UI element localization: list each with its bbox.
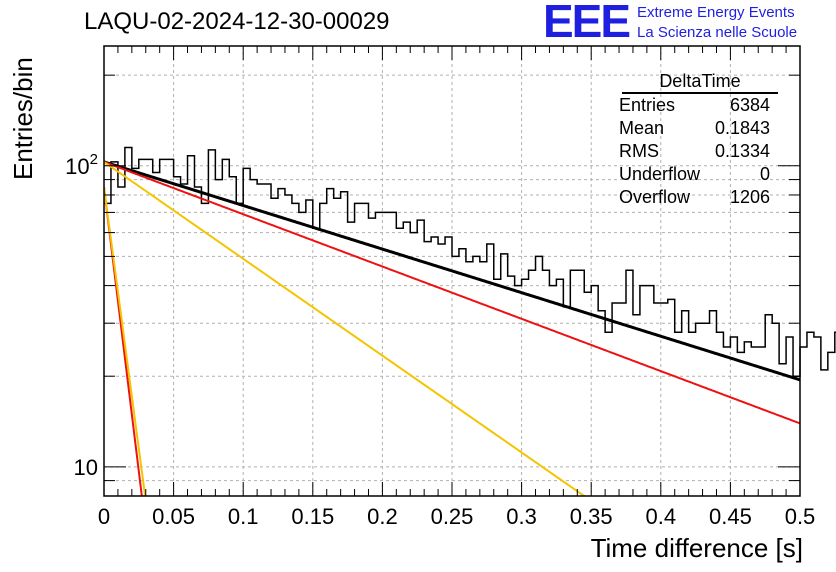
x-tick-label: 0.5 — [785, 504, 816, 529]
stats-value: 1206 — [729, 187, 770, 207]
fit-curve — [104, 161, 586, 496]
stats-value: 0 — [759, 164, 770, 184]
stats-title: DeltaTime — [622, 70, 778, 94]
stats-label: RMS — [619, 141, 659, 161]
fit-curves — [104, 160, 800, 496]
histogram-outline — [104, 146, 836, 377]
x-tick-label: 0.3 — [506, 504, 537, 529]
fit-curve — [104, 160, 800, 425]
x-tick-label: 0 — [98, 504, 110, 529]
x-tick-label: 0.1 — [228, 504, 259, 529]
plot-title: LAQU-02-2024-12-30-00029 — [84, 8, 390, 35]
x-tick-label: 0.35 — [570, 504, 613, 529]
stats-value: 0.1843 — [714, 118, 770, 138]
y-axis-label: Entries/bin — [8, 57, 38, 180]
fit-curve — [104, 186, 147, 496]
axis-ticks — [103, 46, 801, 497]
x-tick-label: 0.05 — [152, 504, 195, 529]
x-tick-label: 0.45 — [709, 504, 752, 529]
y-tick-label: 102 — [65, 151, 98, 179]
x-tick-label: 0.25 — [431, 504, 474, 529]
stats-row-rms: RMS 0.1334 — [610, 140, 778, 163]
x-tick-label: 0.4 — [646, 504, 677, 529]
stats-label: Overflow — [619, 187, 691, 207]
stats-label: Underflow — [619, 164, 701, 184]
x-tick-label: 0.2 — [367, 504, 398, 529]
eee-logo: EEE — [543, 0, 631, 47]
logo-line-2: La Scienza nelle Scuole — [637, 24, 798, 41]
logo-line-1: Extreme Energy Events — [637, 4, 795, 21]
stats-label: Entries — [619, 95, 676, 115]
stats-row-underflow: Underflow 0 — [610, 163, 778, 186]
stats-value: 6384 — [729, 95, 770, 115]
x-axis-label: Time difference [s] — [590, 533, 803, 563]
stats-row-overflow: Overflow 1206 — [610, 186, 778, 209]
histogram — [104, 146, 836, 377]
stats-value: 0.1334 — [714, 141, 770, 161]
stats-box: DeltaTime Entries 6384 Mean 0.1843 RMS 0… — [610, 70, 778, 209]
stats-row-mean: Mean 0.1843 — [610, 117, 778, 140]
y-tick-label: 10 — [74, 455, 98, 480]
stats-label: Mean — [619, 118, 665, 138]
tick-labels: 0 0.05 0.1 0.15 0.2 0.25 0.3 0.35 0.4 0.45 0.5 10 10… — [65, 151, 815, 529]
fit-curve — [104, 160, 800, 382]
stats-row-entries: Entries 6384 — [610, 94, 778, 117]
x-tick-label: 0.15 — [291, 504, 334, 529]
